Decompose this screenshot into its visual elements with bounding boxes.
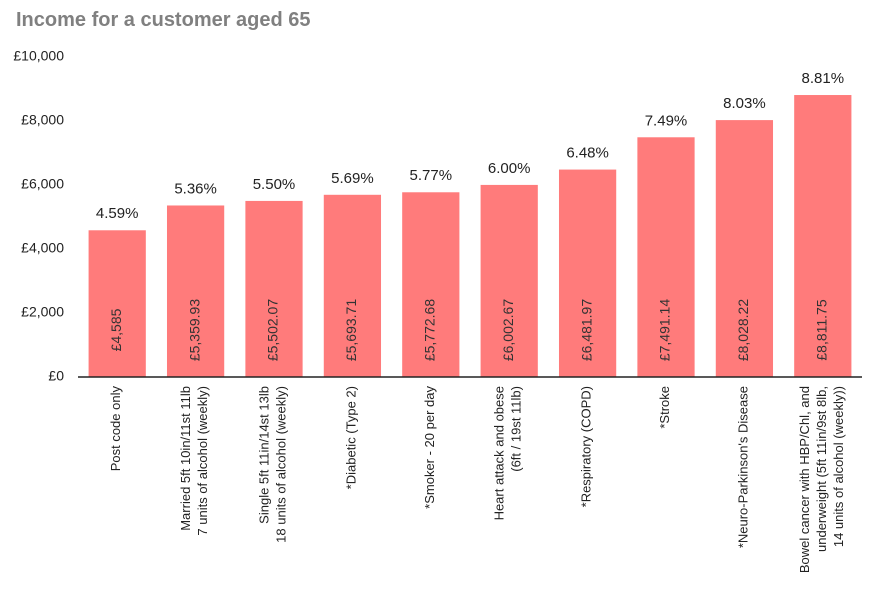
y-tick-label: £8,000 <box>21 112 64 128</box>
bar <box>558 169 617 377</box>
bar <box>323 194 382 377</box>
bar <box>88 230 146 377</box>
chart-title: Income for a customer aged 65 <box>16 9 311 31</box>
value-label: £8,811.75 <box>814 299 830 360</box>
annotation: 6.00% <box>488 160 531 177</box>
x-tick-label: Single 5ft 11in/14st 13lb 18 units of alc… <box>257 386 289 543</box>
bar <box>480 184 538 377</box>
x-tick-label: *Neuro-Parkinson's Disease <box>736 386 751 548</box>
annotation: 4.59% <box>96 205 139 222</box>
value-label: £5,359.93 <box>186 299 202 361</box>
annotation: 5.50% <box>253 176 296 193</box>
value-label: £7,491.14 <box>657 299 673 361</box>
x-tick-label: Bowel cancer with HBP/Chl, and underweigh… <box>797 386 846 573</box>
bar <box>637 137 695 377</box>
x-tick-label: *Stroke <box>657 386 672 429</box>
y-tick-label: £2,000 <box>21 304 64 320</box>
value-label: £4,585 <box>108 308 124 351</box>
x-tick-label: *Respiratory (COPD) <box>579 386 594 507</box>
value-label: £6,481.97 <box>578 299 594 361</box>
annotation: 8.81% <box>802 70 845 87</box>
value-label: £5,502.07 <box>265 299 281 361</box>
annotation: 5.77% <box>410 167 453 184</box>
bar <box>166 205 225 377</box>
bar <box>402 192 460 377</box>
annotation: 7.49% <box>645 112 688 129</box>
x-tick-label: Heart attack and obese (6ft / 19st 11lb) <box>492 386 524 520</box>
y-tick-label: £10,000 <box>13 48 64 64</box>
y-tick-label: £0 <box>48 368 64 384</box>
annotation: 5.69% <box>331 170 374 187</box>
x-tick-label: *Diabetic (Type 2) <box>344 386 359 489</box>
bar <box>715 120 774 378</box>
value-label: £5,772.68 <box>422 299 438 361</box>
x-tick-label: *Smoker - 20 per day <box>422 386 437 509</box>
y-tick-label: £6,000 <box>21 176 64 192</box>
annotation: 5.36% <box>174 180 217 197</box>
x-tick-label: Married 5ft 10in/11st 11lb 7 units of alc… <box>179 386 211 536</box>
x-tick-label: Post code only <box>109 386 124 472</box>
bar <box>245 200 303 377</box>
value-label: £5,693.71 <box>343 299 359 361</box>
y-tick-label: £4,000 <box>21 240 64 256</box>
annotation: 6.48% <box>566 145 609 162</box>
bar <box>794 95 852 378</box>
value-label: £6,002.67 <box>500 299 516 361</box>
annotation: 8.03% <box>723 95 766 112</box>
value-label: £8,028.22 <box>735 299 751 361</box>
